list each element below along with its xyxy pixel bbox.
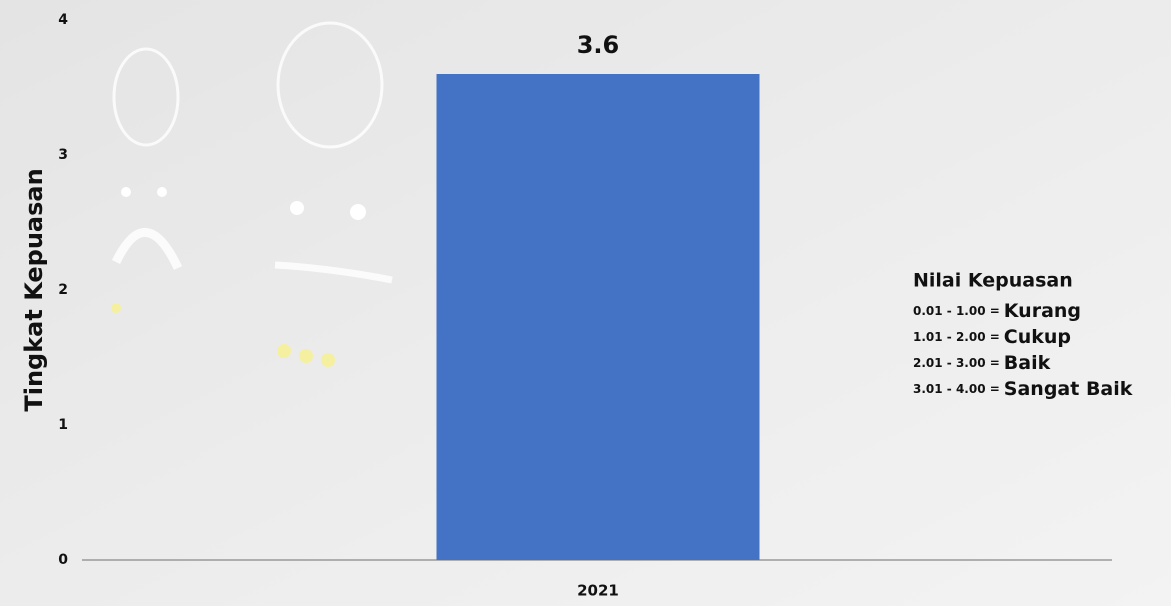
scale-entry: 0.01 - 1.00 = Kurang xyxy=(913,300,1081,322)
x-tick-label: 2021 xyxy=(577,582,619,600)
decoration xyxy=(111,21,393,367)
scale-range: 2.01 - 3.00 = xyxy=(913,356,1000,370)
scale-range: 3.01 - 4.00 = xyxy=(913,382,1000,396)
y-tick-label: 2 xyxy=(58,282,68,298)
y-tick-label: 4 xyxy=(58,12,68,28)
y-tick-label: 3 xyxy=(58,147,68,163)
scale-label: Sangat Baik xyxy=(1004,378,1133,400)
y-axis-label: Tingkat Kepuasan xyxy=(20,168,48,411)
scale-entry: 2.01 - 3.00 = Baik xyxy=(913,352,1051,374)
annotation-title: Nilai Kepuasan xyxy=(913,270,1073,292)
bar xyxy=(436,74,760,560)
scale-label: Baik xyxy=(1004,352,1051,374)
y-tick-label: 0 xyxy=(58,552,68,568)
scale-label: Cukup xyxy=(1004,326,1071,348)
scale-entry: 1.01 - 2.00 = Cukup xyxy=(913,326,1071,348)
scale-entry: 3.01 - 4.00 = Sangat Baik xyxy=(913,378,1133,400)
data-label: 3.6 xyxy=(577,31,620,59)
scale-range: 1.01 - 2.00 = xyxy=(913,330,1000,344)
scale-label: Kurang xyxy=(1004,300,1081,322)
y-tick-label: 1 xyxy=(58,417,68,433)
scale-range: 0.01 - 1.00 = xyxy=(913,304,1000,318)
